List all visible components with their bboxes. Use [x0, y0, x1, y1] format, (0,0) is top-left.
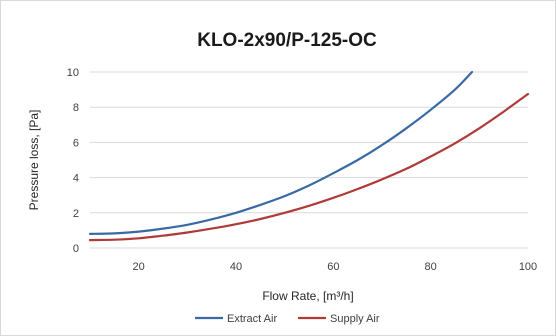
chart-title: KLO-2x90/P-125-OC — [197, 30, 377, 51]
x-tick-label: 20 — [133, 261, 145, 273]
y-tick-label: 10 — [67, 67, 79, 79]
x-tick-label: 100 — [519, 261, 537, 273]
y-tick-label: 0 — [73, 243, 79, 255]
x-tick-label: 40 — [230, 261, 242, 273]
y-axis-ticks: 0 2 4 6 8 10 — [67, 67, 79, 255]
y-tick-label: 8 — [73, 102, 79, 114]
y-axis-label: Pressure loss, [Pa] — [27, 110, 41, 211]
gridlines — [90, 71, 528, 249]
y-tick-label: 4 — [73, 173, 79, 185]
legend-label: Extract Air — [227, 313, 277, 325]
x-tick-label: 80 — [425, 261, 437, 273]
series-line-0 — [88, 70, 474, 235]
x-axis-label: Flow Rate, [m³/h] — [262, 289, 353, 303]
x-tick-label: 60 — [327, 261, 339, 273]
series-lines — [88, 70, 530, 242]
x-axis-ticks: 20 40 60 80 100 — [133, 261, 538, 273]
y-tick-label: 6 — [73, 137, 79, 149]
y-tick-label: 2 — [73, 208, 79, 220]
legend: Extract Air Supply Air — [195, 313, 380, 325]
legend-label: Supply Air — [330, 313, 380, 325]
series-line-1 — [88, 92, 530, 242]
